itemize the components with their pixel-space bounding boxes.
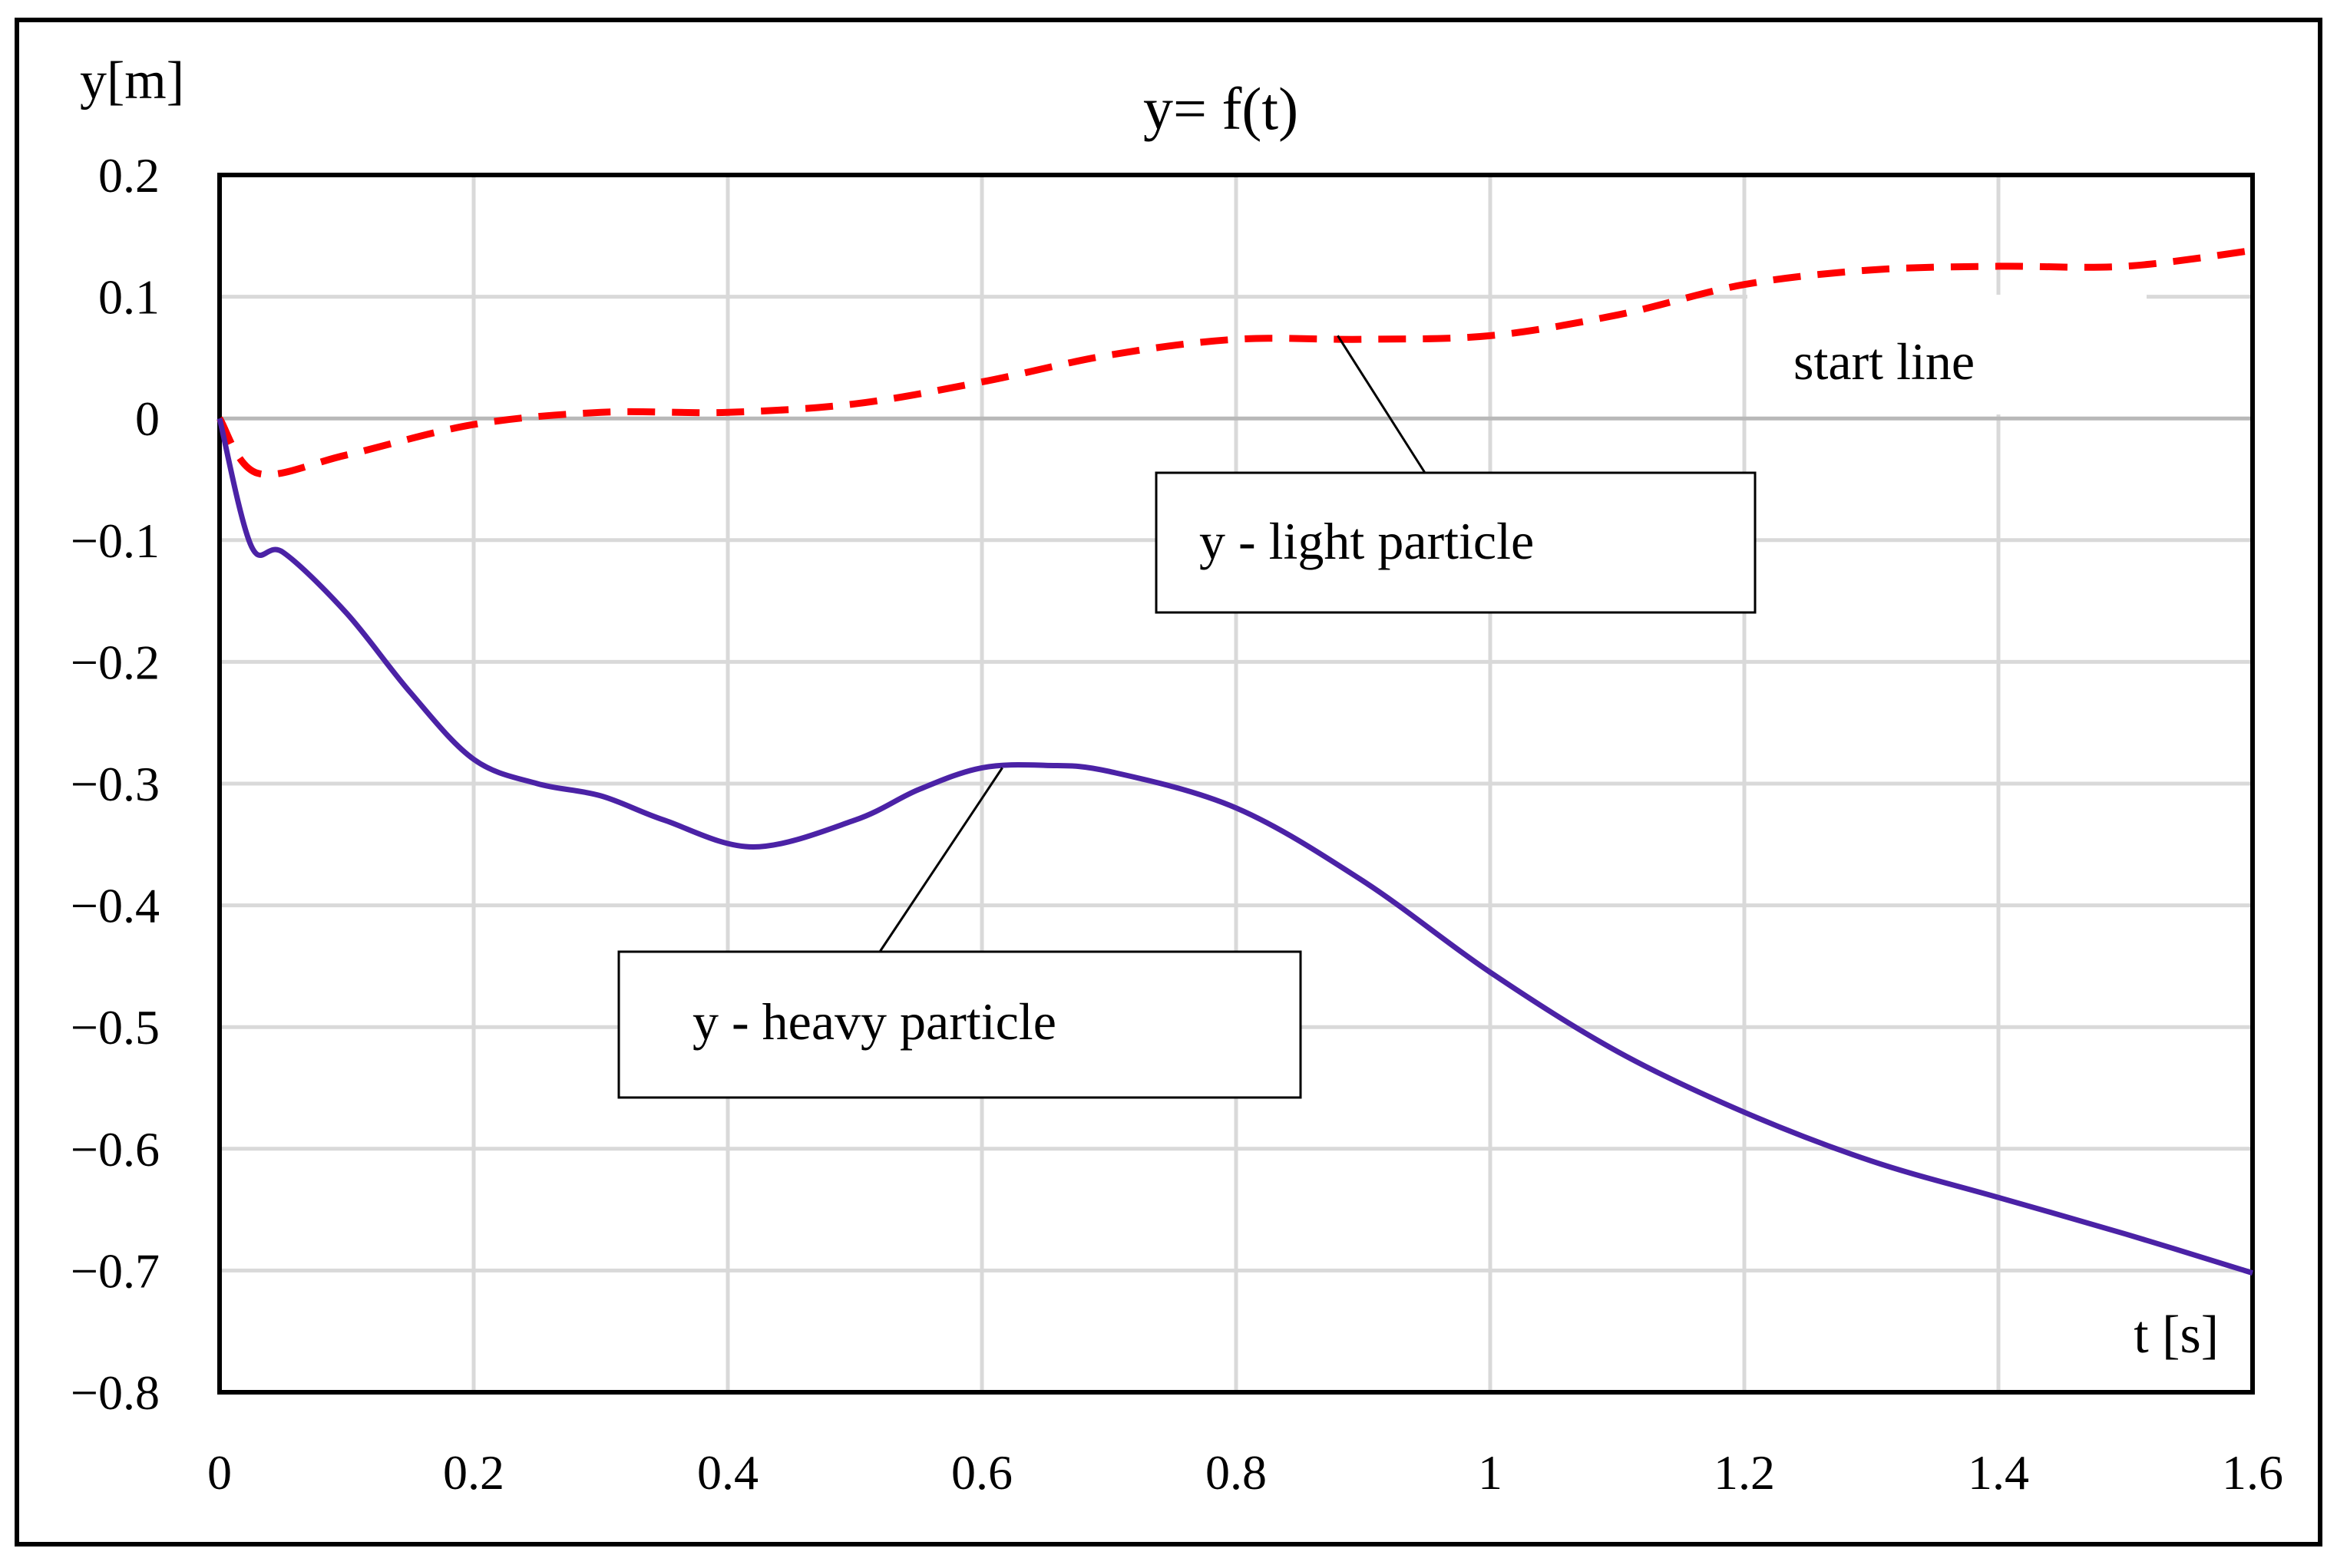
x-tick-label: 1 [1478, 1445, 1502, 1500]
start-line-label-bg [1747, 295, 2147, 414]
x-tick-label: 1.4 [1968, 1445, 2029, 1500]
x-tick-label: 1.2 [1714, 1445, 1775, 1500]
y-tick-label: −0.8 [71, 1365, 160, 1420]
x-tick-label: 0.2 [443, 1445, 504, 1500]
y-tick-labels: 0.2 0.1 0 −0.1 −0.2 −0.3 −0.4 −0.5 −0.6 −0.7 −0.8 [71, 148, 160, 1420]
x-tick-label: 0 [207, 1445, 232, 1500]
y-tick-label: 0 [135, 391, 160, 446]
x-axis-title: t [s] [2134, 1306, 2219, 1365]
light-particle-callout-box [1155, 471, 1757, 614]
x-tick-labels: 0 0.2 0.4 0.6 0.8 1 1.2 1.4 1.6 [207, 1445, 2283, 1500]
series-line-light-particle [217, 246, 2253, 478]
y-axis-title: y[m] [80, 51, 184, 111]
start-line-label: start line [1793, 332, 1975, 391]
light-particle-callout-text: y - light particle [1199, 512, 1534, 570]
series-line-heavy-particle [217, 418, 2254, 1276]
light-particle-leader-line [1337, 335, 1426, 474]
y-tick-label: −0.5 [71, 1000, 160, 1055]
y-tick-label: 0.2 [98, 148, 160, 203]
x-tick-label: 0.8 [1205, 1445, 1267, 1500]
heavy-particle-leader-line [878, 767, 1003, 952]
chart-title: y= f(t) [1143, 75, 1298, 142]
plot-area-frame [217, 173, 2255, 1395]
x-tick-label: 0.6 [951, 1445, 1013, 1500]
y-tick-label: −0.3 [71, 757, 160, 811]
y-tick-label: −0.4 [71, 879, 160, 933]
y-tick-label: −0.2 [71, 635, 160, 689]
y-tick-label: −0.1 [71, 513, 160, 568]
x-tick-label: 0.4 [697, 1445, 759, 1500]
heavy-particle-callout-text: y - heavy particle [693, 992, 1056, 1051]
y-tick-label: −0.7 [71, 1243, 160, 1298]
x-tick-label: 1.6 [2222, 1445, 2283, 1500]
y-tick-label: −0.6 [71, 1122, 160, 1177]
heavy-particle-callout-box [617, 950, 1302, 1099]
y-tick-label: 0.1 [98, 270, 160, 325]
series-lines [217, 246, 2254, 1276]
